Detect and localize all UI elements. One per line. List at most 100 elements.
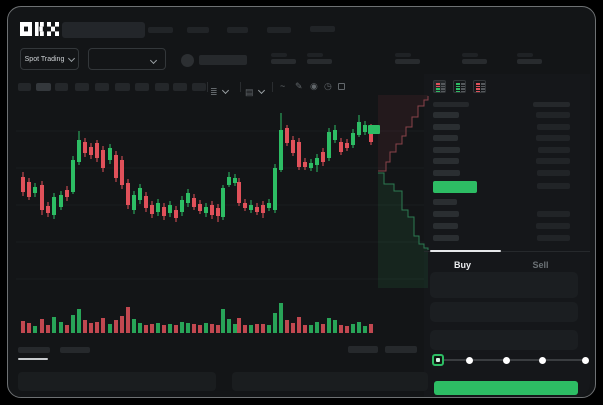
chevron-down-icon: [221, 86, 229, 95]
bottom-right-control-0[interactable]: [348, 346, 378, 353]
history-icon[interactable]: ◷: [324, 81, 332, 91]
book-bids-icon[interactable]: [453, 80, 466, 93]
bottom-tab-underline: [18, 358, 48, 360]
orderbook-ask-amount-2[interactable]: [536, 135, 570, 141]
book-icon-row: [481, 83, 485, 85]
nav-item-0[interactable]: [148, 27, 173, 33]
book-icon-row: [456, 85, 460, 88]
timeframe-button-0[interactable]: [18, 83, 31, 91]
timeframe-button-8[interactable]: [173, 83, 187, 91]
book-icon-row: [456, 88, 460, 90]
bottom-panel-bar-1: [232, 372, 428, 391]
bottom-tab-1[interactable]: [60, 347, 90, 353]
orderbook-ask-price-2[interactable]: [433, 135, 458, 141]
market-type-label: Spot Trading: [24, 55, 65, 63]
nav-item-3[interactable]: [267, 27, 291, 33]
trade-input-2[interactable]: [430, 330, 578, 350]
nav-item-2[interactable]: [227, 27, 248, 33]
trade-input-1[interactable]: [430, 302, 578, 322]
orderbook-ask-price-5[interactable]: [433, 170, 460, 176]
book-icon-row: [461, 83, 465, 85]
slider-dot-3[interactable]: [582, 357, 589, 364]
toolbar-separator-2: [272, 82, 273, 92]
tab-buy[interactable]: Buy: [424, 255, 501, 270]
orderbook-ask-amount-1[interactable]: [537, 124, 570, 130]
orderbook-bid-amount-3[interactable]: [537, 235, 570, 241]
orderbook-bid-price-3[interactable]: [433, 235, 459, 241]
fullscreen-icon[interactable]: [338, 83, 345, 90]
nav-item-1[interactable]: [187, 27, 209, 33]
book-icon-row: [441, 83, 445, 85]
slider-dot-2[interactable]: [539, 357, 546, 364]
orderbook-bid-amount-2[interactable]: [536, 223, 570, 229]
toolbar-separator-1: [240, 82, 241, 92]
pair-selector-dropdown[interactable]: [88, 48, 166, 70]
indicators-dropdown[interactable]: ▤: [245, 82, 265, 100]
book-icon-row: [461, 85, 465, 88]
tab-buy-label: Buy: [453, 260, 471, 270]
candle-type-dropdown[interactable]: ≣: [210, 82, 229, 100]
orderbook-bid-price-0[interactable]: [433, 199, 457, 205]
bottom-right-control-1[interactable]: [385, 346, 417, 353]
market-type-dropdown[interactable]: Spot Trading: [20, 48, 79, 70]
snapshot-icon[interactable]: ◉: [310, 81, 318, 91]
orderbook-bid-amount-1[interactable]: [537, 211, 570, 217]
ticker-stat-label-4: [517, 53, 533, 57]
timeframe-button-5[interactable]: [115, 83, 130, 91]
bottom-tab-0[interactable]: [18, 347, 50, 353]
orderbook-ask-price-1[interactable]: [433, 124, 460, 130]
orderbook-ask-amount-5[interactable]: [537, 170, 570, 176]
timeframe-button-6[interactable]: [135, 83, 149, 91]
book-icon-row: [476, 90, 480, 93]
book-icon-row: [481, 85, 485, 88]
buy-submit-button[interactable]: [434, 381, 578, 395]
amount-slider-track[interactable]: [437, 359, 587, 361]
orderbook-last-price[interactable]: [433, 181, 477, 193]
orderbook-ask-price-4[interactable]: [433, 158, 459, 164]
tab-sell[interactable]: Sell: [503, 255, 578, 270]
book-both-icon[interactable]: [433, 80, 446, 93]
ticker-stat-value-2: [395, 59, 420, 64]
orderbook-price-header: [433, 102, 469, 107]
book-icon-row: [436, 85, 440, 88]
nav-item-4[interactable]: [310, 26, 335, 32]
timeframe-button-4[interactable]: [95, 83, 109, 91]
book-asks-icon[interactable]: [473, 80, 486, 93]
last-price-tag: [368, 125, 380, 134]
orderbook-ask-price-0[interactable]: [433, 112, 459, 118]
orderbook-ask-price-3[interactable]: [433, 147, 460, 153]
book-icon-row: [476, 85, 480, 88]
orderbook-bid-price-1[interactable]: [433, 211, 459, 217]
line-tool-icon[interactable]: ~: [280, 81, 286, 91]
orderbook-ask-amount-0[interactable]: [536, 112, 570, 118]
global-search-bar[interactable]: [62, 22, 145, 38]
orderbook-ask-amount-4[interactable]: [536, 158, 570, 164]
timeframe-button-2[interactable]: [55, 83, 68, 91]
book-icon-row: [461, 88, 465, 90]
timeframe-button-7[interactable]: [155, 83, 169, 91]
ticker-stat-label-2: [395, 53, 411, 57]
slider-handle[interactable]: [432, 354, 444, 366]
ticker-stat-value-3: [462, 59, 487, 64]
book-icon-row: [436, 88, 440, 90]
book-icon-row: [476, 88, 480, 90]
orderbook-ask-amount-3[interactable]: [538, 147, 570, 153]
book-icon-row: [456, 83, 460, 85]
timeframe-button-1[interactable]: [36, 83, 51, 91]
book-icon-row: [436, 90, 440, 93]
orderbook-bid-price-2[interactable]: [433, 223, 458, 229]
toolbar-separator-0: [207, 82, 208, 92]
draw-tool-icon[interactable]: ✎: [295, 81, 303, 91]
book-icon-row: [476, 83, 480, 85]
ticker-stat-value-0: [271, 59, 296, 64]
slider-dot-1[interactable]: [503, 357, 510, 364]
tab-sell-label: Sell: [532, 260, 549, 270]
trade-input-0[interactable]: [430, 272, 578, 298]
timeframe-button-3[interactable]: [75, 83, 89, 91]
book-icon-row: [436, 83, 440, 85]
orderbook-amount-header: [533, 102, 570, 107]
slider-dot-0[interactable]: [466, 357, 473, 364]
timeframe-button-9[interactable]: [192, 83, 206, 91]
pair-name-placeholder: [199, 55, 247, 65]
